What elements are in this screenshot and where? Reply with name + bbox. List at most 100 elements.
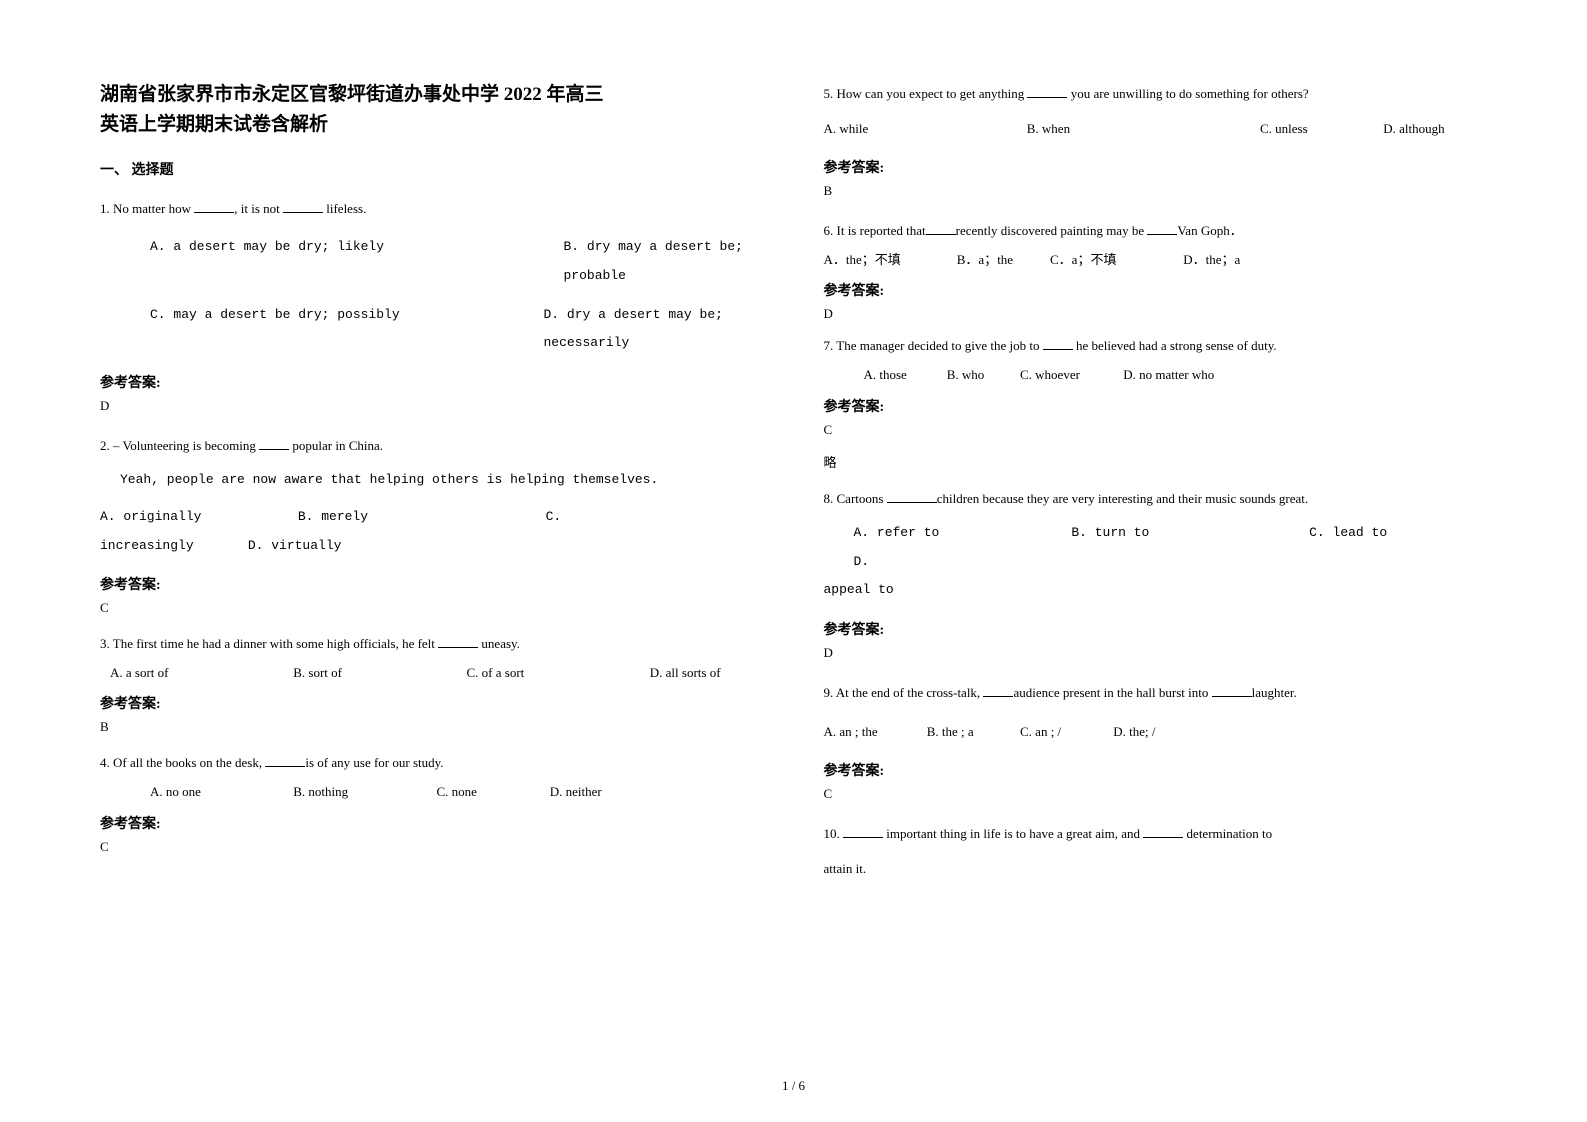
q1-optC: C. may a desert be dry; possibly (100, 301, 544, 358)
q6-optB: B．a；the (957, 246, 1047, 275)
answer-label: 参考答案: (100, 372, 764, 392)
q9-optC: C. an ; / (1020, 718, 1110, 747)
q9-options: A. an ; the B. the ; a C. an ; / D. the;… (824, 718, 1488, 747)
blank (1147, 224, 1177, 236)
q1-options: A. a desert may be dry; likely B. dry ma… (100, 233, 764, 290)
q7-optD: D. no matter who (1123, 361, 1214, 390)
q8-optB: B. turn to (1071, 519, 1301, 548)
q9-optD: D. the; / (1113, 718, 1155, 747)
q8-options-2: appeal to (824, 576, 1488, 605)
q1-optB: B. dry may a desert be; probable (564, 233, 764, 290)
q6-optD: D．the；a (1183, 246, 1240, 275)
q9-optA: A. an ; the (824, 718, 924, 747)
answer-label: 参考答案: (824, 280, 1488, 300)
answer-label: 参考答案: (824, 157, 1488, 177)
q3-optD: D. all sorts of (650, 659, 721, 688)
blank (1143, 826, 1183, 838)
q8-optC: C. lead to (1309, 519, 1469, 548)
q3-answer: B (100, 719, 764, 735)
blank (983, 685, 1013, 697)
q7-answer: C (824, 422, 1488, 438)
q7-optA: A. those (864, 361, 944, 390)
q4-optA: A. no one (150, 778, 290, 807)
blank (843, 826, 883, 838)
q1-optA: A. a desert may be dry; likely (100, 233, 564, 290)
q9-answer: C (824, 786, 1488, 802)
left-column: 湖南省张家界市市永定区官黎坪街道办事处中学 2022 年高三 英语上学期期末试卷… (100, 80, 764, 1040)
q5-answer: B (824, 183, 1488, 199)
q2-optB: B. merely (298, 503, 538, 532)
q6-optC: C．a；不填 (1050, 246, 1180, 275)
blank (259, 438, 289, 450)
q7-options: A. those B. who C. whoever D. no matter … (824, 361, 1488, 390)
q7-optC: C. whoever (1020, 361, 1120, 390)
q2-options: A. originally B. merely C. (100, 503, 764, 532)
q10-line2: attain it. (824, 855, 1488, 884)
q4-optC: C. none (437, 778, 547, 807)
q5-optC: C. unless (1260, 115, 1380, 144)
q8-options: A. refer to B. turn to C. lead to D. (824, 519, 1488, 576)
page-number: 1 / 6 (782, 1078, 805, 1094)
page-container: 湖南省张家界市市永定区官黎坪街道办事处中学 2022 年高三 英语上学期期末试卷… (100, 80, 1487, 1040)
q3-options: A. a sort of B. sort of C. of a sort D. … (100, 659, 764, 688)
q2-answer: C (100, 600, 764, 616)
blank (438, 636, 478, 648)
q2-optD: D. virtually (248, 532, 342, 561)
q2-line2: Yeah, people are now aware that helping … (100, 466, 764, 495)
section-header: 一、 选择题 (100, 159, 764, 179)
answer-label: 参考答案: (100, 574, 764, 594)
blank (1212, 685, 1252, 697)
answer-label: 参考答案: (824, 619, 1488, 639)
q4-options: A. no one B. nothing C. none D. neither (100, 778, 764, 807)
blank (1043, 339, 1073, 351)
q1-stem: 1. No matter how , it is not lifeless. (100, 195, 764, 224)
q6-options: A．the；不填 B．a；the C．a；不填 D．the；a (824, 246, 1488, 275)
q8-optA: A. refer to (854, 519, 1064, 548)
blank (265, 756, 305, 768)
q9-stem: 9. At the end of the cross-talk, audienc… (824, 679, 1488, 708)
q3-optA: A. a sort of (110, 659, 290, 688)
q4-stem: 4. Of all the books on the desk, is of a… (100, 749, 764, 778)
answer-label: 参考答案: (100, 693, 764, 713)
q4-answer: C (100, 839, 764, 855)
q6-stem: 6. It is reported thatrecently discovere… (824, 217, 1488, 246)
q5-optA: A. while (824, 115, 1024, 144)
blank (283, 201, 323, 213)
answer-label: 参考答案: (100, 813, 764, 833)
q7-optB: B. who (947, 361, 1017, 390)
q6-optA: A．the；不填 (824, 246, 954, 275)
q2-optA: A. originally (100, 503, 290, 532)
q6-answer: D (824, 306, 1488, 322)
doc-title-2: 英语上学期期末试卷含解析 (100, 110, 764, 140)
q5-optB: B. when (1027, 115, 1257, 144)
q4-optD: D. neither (550, 778, 602, 807)
blank (926, 224, 956, 236)
q2-options-2: increasingly D. virtually (100, 532, 764, 561)
blank (887, 491, 937, 503)
blank (1027, 86, 1067, 98)
right-column: 5. How can you expect to get anything yo… (824, 80, 1488, 1040)
q10-stem: 10. important thing in life is to have a… (824, 820, 1488, 849)
q2-stem: 2. – Volunteering is becoming popular in… (100, 432, 764, 461)
q5-options: A. while B. when C. unless D. although (824, 115, 1488, 144)
q3-optC: C. of a sort (467, 659, 647, 688)
q3-optB: B. sort of (293, 659, 463, 688)
q1-answer: D (100, 398, 764, 414)
answer-label: 参考答案: (824, 760, 1488, 780)
q7-note: 略 (824, 452, 1488, 471)
q1-optD: D. dry a desert may be; necessarily (544, 301, 764, 358)
q8-answer: D (824, 645, 1488, 661)
answer-label: 参考答案: (824, 396, 1488, 416)
q8-stem: 8. Cartoons children because they are ve… (824, 485, 1488, 514)
q5-optD: D. although (1383, 115, 1444, 144)
blank (194, 201, 234, 213)
q5-stem: 5. How can you expect to get anything yo… (824, 80, 1488, 109)
q1-options-2: C. may a desert be dry; possibly D. dry … (100, 301, 764, 358)
doc-title-1: 湖南省张家界市市永定区官黎坪街道办事处中学 2022 年高三 (100, 80, 764, 110)
q4-optB: B. nothing (293, 778, 433, 807)
q8-optD-prefix: D. (854, 548, 870, 577)
q9-optB: B. the ; a (927, 718, 1017, 747)
q2-optC-prefix: C. (546, 503, 562, 532)
q3-stem: 3. The first time he had a dinner with s… (100, 630, 764, 659)
q7-stem: 7. The manager decided to give the job t… (824, 332, 1488, 361)
